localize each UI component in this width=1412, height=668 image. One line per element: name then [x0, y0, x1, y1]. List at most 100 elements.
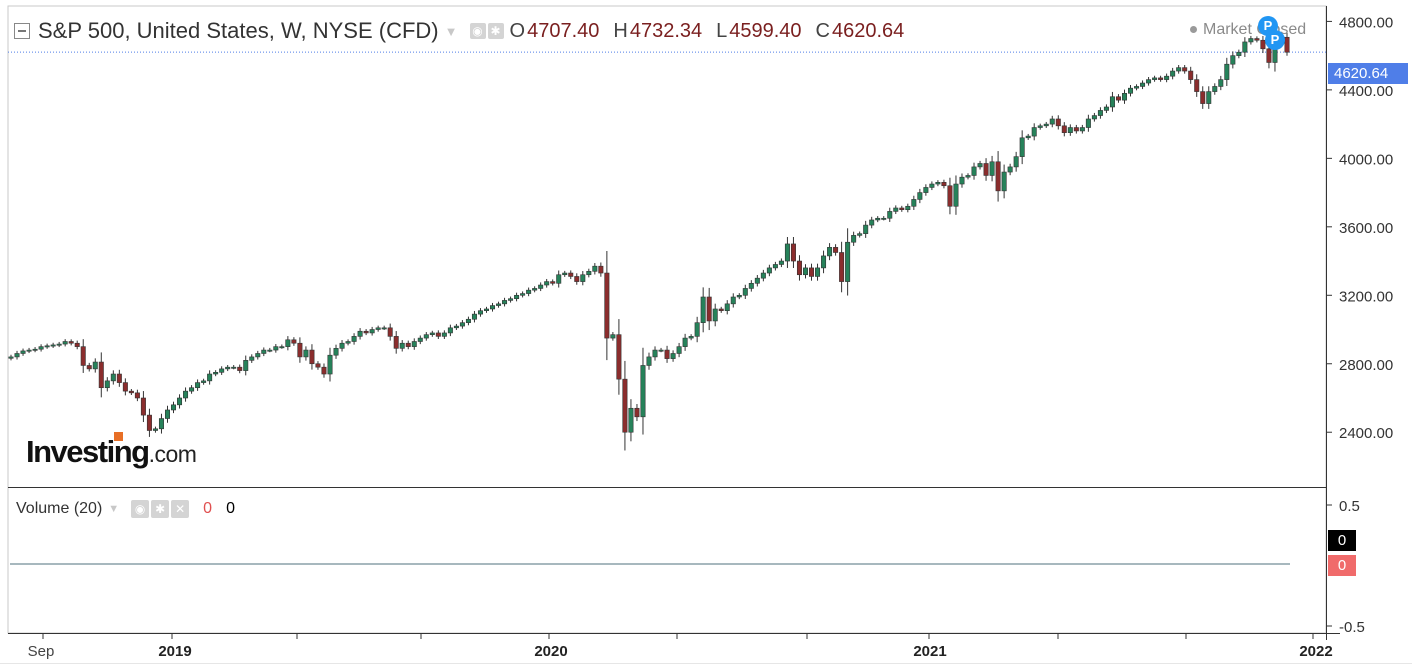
time-axis[interactable]: Sep 2019 2020 2021 2022 — [28, 633, 1333, 660]
candle-body — [1182, 67, 1188, 72]
candle-body — [802, 267, 808, 276]
candle-body — [742, 288, 748, 296]
price-tick-label: 4400.00 — [1339, 83, 1393, 100]
candle-body — [1037, 125, 1043, 128]
volume-title: Volume (20) — [16, 500, 103, 517]
candle-body — [56, 343, 62, 346]
candle-body — [327, 354, 333, 375]
time-axis-label: 2020 — [534, 643, 567, 660]
candle-body — [62, 341, 68, 345]
candle-body — [243, 360, 249, 371]
candle-body — [1212, 86, 1218, 92]
price-tick-label: 2800.00 — [1339, 357, 1393, 374]
candle-body — [1121, 92, 1127, 101]
volume-tag-red: 0 — [1328, 555, 1356, 576]
candle-body — [965, 175, 971, 178]
candle-body — [86, 365, 92, 370]
candle-body — [399, 342, 405, 349]
close-icon[interactable]: ✕ — [171, 500, 190, 518]
candle-body — [92, 361, 98, 370]
last-price-tag: 4620.64 — [1328, 63, 1408, 84]
candle-body — [1073, 127, 1079, 132]
candle-body — [1200, 91, 1206, 104]
candle-body — [622, 378, 628, 433]
candle-body — [538, 284, 544, 289]
candle-body — [303, 349, 309, 358]
candle-body — [104, 380, 110, 389]
candle-body — [712, 308, 718, 322]
candle-body — [893, 207, 899, 212]
ohlc-close: C 4620.64 — [815, 19, 905, 42]
volume-tick-label: -0.5 — [1339, 619, 1365, 636]
ohlc-high: H 4732.34 — [613, 19, 703, 42]
candle-body — [1266, 48, 1272, 63]
gear-icon[interactable]: ✱ — [487, 23, 504, 39]
candle-body — [429, 332, 435, 335]
candle-body — [1224, 63, 1230, 80]
candle-body — [1230, 55, 1236, 65]
candle-body — [953, 183, 959, 207]
candle-body — [128, 390, 134, 394]
candle-body — [700, 296, 706, 323]
candle-body — [778, 260, 784, 265]
logo-dot — [114, 432, 123, 441]
candle-body — [116, 373, 122, 383]
candle-body — [568, 272, 574, 277]
candle-body — [1284, 36, 1290, 53]
candle-body — [959, 176, 965, 185]
candle-body — [140, 397, 146, 416]
candle-body — [815, 267, 821, 277]
candle-body — [80, 346, 86, 366]
ohlc-open: O 4707.40 — [509, 19, 600, 42]
candle-body — [869, 219, 875, 226]
candle-body — [393, 336, 399, 349]
candle-body — [556, 274, 562, 284]
chevron-down-icon[interactable]: ▼ — [444, 23, 458, 39]
candle-body — [604, 272, 610, 339]
candle-body — [1013, 156, 1019, 168]
candle-body — [766, 267, 772, 274]
candle-body — [628, 407, 634, 433]
candle-body — [646, 356, 652, 366]
candle-body — [1152, 77, 1158, 80]
candle-body — [459, 322, 465, 327]
candle-body — [38, 346, 44, 350]
candle-body — [508, 298, 514, 301]
candle-body — [164, 409, 170, 419]
collapse-legend-button[interactable] — [14, 23, 30, 39]
candle-body — [899, 207, 905, 210]
candle-body — [911, 199, 917, 207]
chevron-down-icon[interactable]: ▼ — [108, 503, 120, 515]
candle-body — [634, 407, 640, 418]
plot-border — [7, 5, 1327, 634]
candle-body — [32, 348, 38, 351]
event-badge[interactable]: P — [1265, 30, 1285, 50]
candle-body — [1140, 82, 1146, 87]
candle-body — [183, 390, 189, 399]
candle-body — [809, 267, 815, 277]
candle-body — [694, 322, 700, 337]
time-axis-label: 2021 — [913, 643, 946, 660]
candle-body — [189, 387, 195, 392]
gear-icon[interactable]: ✱ — [151, 500, 170, 518]
candle-body — [345, 341, 351, 344]
candle-body — [177, 397, 183, 406]
eye-icon[interactable]: ◉ — [131, 500, 150, 518]
market-status-text: Market Closed — [1203, 21, 1307, 38]
candle-body — [68, 341, 74, 344]
candle-body — [827, 247, 833, 257]
candle-body — [171, 404, 177, 411]
price-tick-label: 4800.00 — [1339, 14, 1393, 31]
candle-body — [333, 348, 339, 356]
price-axis[interactable]: 4800.00 4400.00 4000.00 3600.00 3200.00 2800.… — [1326, 14, 1393, 636]
price-tick-label: 3600.00 — [1339, 220, 1393, 237]
candle-body — [598, 265, 604, 274]
candle-body — [935, 182, 941, 185]
candle-body — [796, 260, 802, 276]
candle-body — [502, 300, 508, 305]
candle-body — [983, 163, 989, 176]
candle-body — [152, 428, 158, 431]
candle-body — [435, 332, 441, 337]
eye-icon[interactable]: ◉ — [469, 23, 486, 39]
